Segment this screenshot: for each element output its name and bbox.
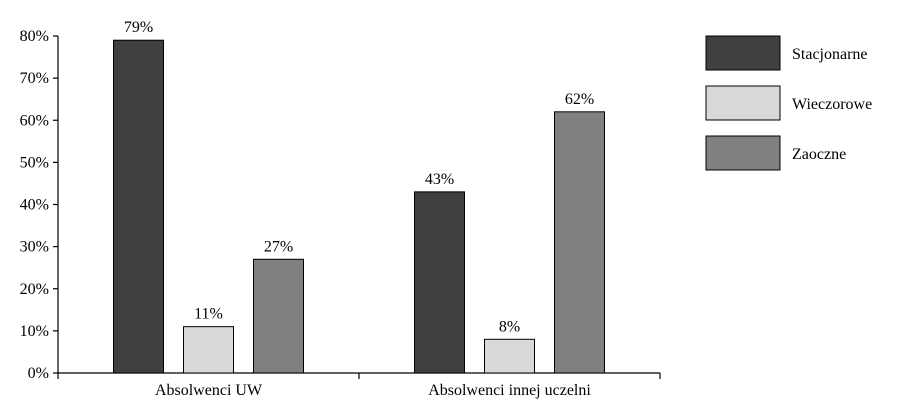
data-label: 43% (425, 171, 454, 188)
legend-label: Stacjonarne (792, 46, 868, 63)
data-label: 62% (565, 91, 594, 108)
legend-label: Wieczorowe (792, 96, 872, 113)
bar (484, 338, 535, 374)
data-label: 79% (124, 19, 153, 36)
y-tick-label: 70% (20, 70, 49, 87)
y-tick-label: 30% (20, 239, 49, 256)
legend-swatch (705, 135, 781, 171)
bar (414, 191, 465, 374)
bar (554, 111, 605, 374)
y-tick-label: 0% (28, 365, 49, 382)
y-tick-label: 40% (20, 197, 49, 214)
bar (113, 39, 164, 374)
data-label: 8% (499, 318, 520, 335)
x-category-label: Absolwenci innej uczelni (428, 382, 591, 399)
y-tick-label: 20% (20, 281, 49, 298)
x-category-label: Absolwenci UW (155, 382, 263, 399)
y-tick-label: 50% (20, 154, 49, 171)
data-labels: 79% 11% 27% 43% 8% 62% (124, 19, 594, 335)
legend-swatch (705, 35, 781, 71)
legend-label: Zaoczne (792, 146, 846, 163)
bar (183, 326, 234, 374)
y-tick-label: 10% (20, 323, 49, 340)
axes: 0% 10% 20% 30% 40% 50% 60% 70% 80% Absolwenci UW A… (20, 28, 661, 399)
y-tick-label: 80% (20, 28, 49, 45)
data-label: 11% (194, 306, 223, 323)
y-tick-label: 60% (20, 112, 49, 129)
data-label: 27% (264, 238, 293, 255)
bars (113, 39, 605, 374)
bar (253, 258, 304, 374)
legend: Stacjonarne Wieczorowe Zaoczne (705, 35, 872, 171)
legend-swatch (705, 85, 781, 121)
